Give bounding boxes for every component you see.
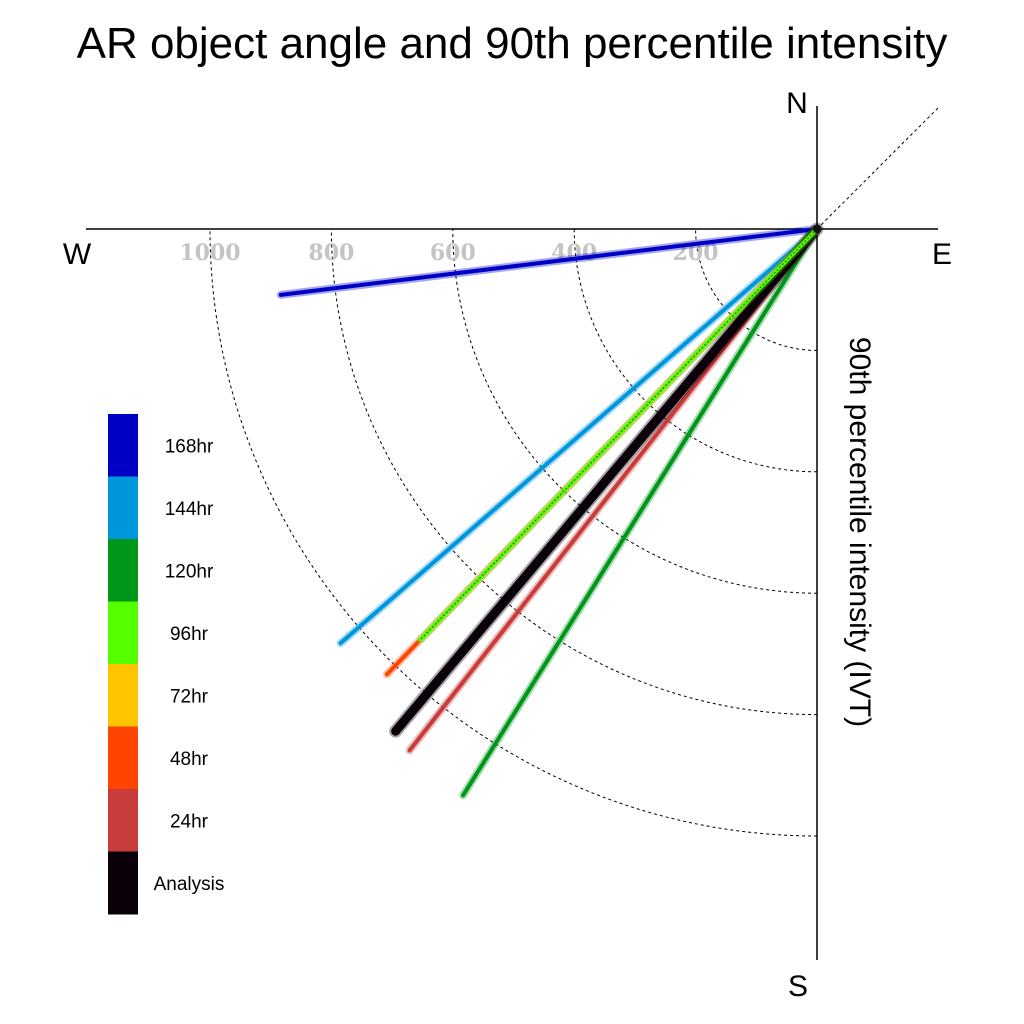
legend-swatch-168hr [108,414,138,477]
y-axis-label: 90th percentile intensity (IVT) [843,337,876,727]
legend-swatch-72hr [108,664,138,727]
origin-point [813,225,821,233]
grid-ring-200 [695,228,818,351]
compass-north: N [786,87,808,120]
legend-label-72hr: 72hr [170,686,209,707]
grid-ring-400 [573,228,818,473]
legend-label-24hr: 24hr [170,811,209,832]
compass-west: W [63,238,92,271]
legend: 168hr 144hr 120hr 96hr 72hr 48hr 24hr Analysis [108,414,224,915]
chart-title: AR object angle and 90th percentile inte… [77,19,948,68]
legend-swatch-96hr [108,601,138,665]
series-lines [276,222,824,800]
radial-grid [209,228,818,837]
legend-swatch-48hr [108,726,138,790]
compass-east: E [932,238,952,271]
grid-ring-800 [330,228,818,716]
series-line-144hr [338,227,819,646]
series-line-96hr-core [420,228,818,640]
series-line-120hr [461,227,819,798]
legend-swatch-24hr [108,789,138,852]
tick-label-800: 800 [308,240,354,266]
legend-label-168hr: 168hr [165,436,214,457]
compass-south: S [788,970,808,1003]
legend-label-120hr: 120hr [165,561,214,582]
tick-label-1000: 1000 [179,240,240,266]
legend-label-48hr: 48hr [170,749,209,770]
legend-label-analysis: Analysis [154,874,225,895]
legend-swatch-120hr [108,539,138,602]
legend-swatch-analysis [108,851,138,915]
legend-label-144hr: 144hr [165,499,214,520]
legend-swatch-144hr [108,476,138,540]
series-line-analysis [391,224,822,736]
diagonal-guide [816,105,941,230]
grid-ring-600 [452,228,818,594]
legend-label-96hr: 96hr [170,624,209,645]
grid-ring-1000 [209,228,818,837]
series-line-168hr [278,227,819,297]
tick-label-600: 600 [430,240,476,266]
